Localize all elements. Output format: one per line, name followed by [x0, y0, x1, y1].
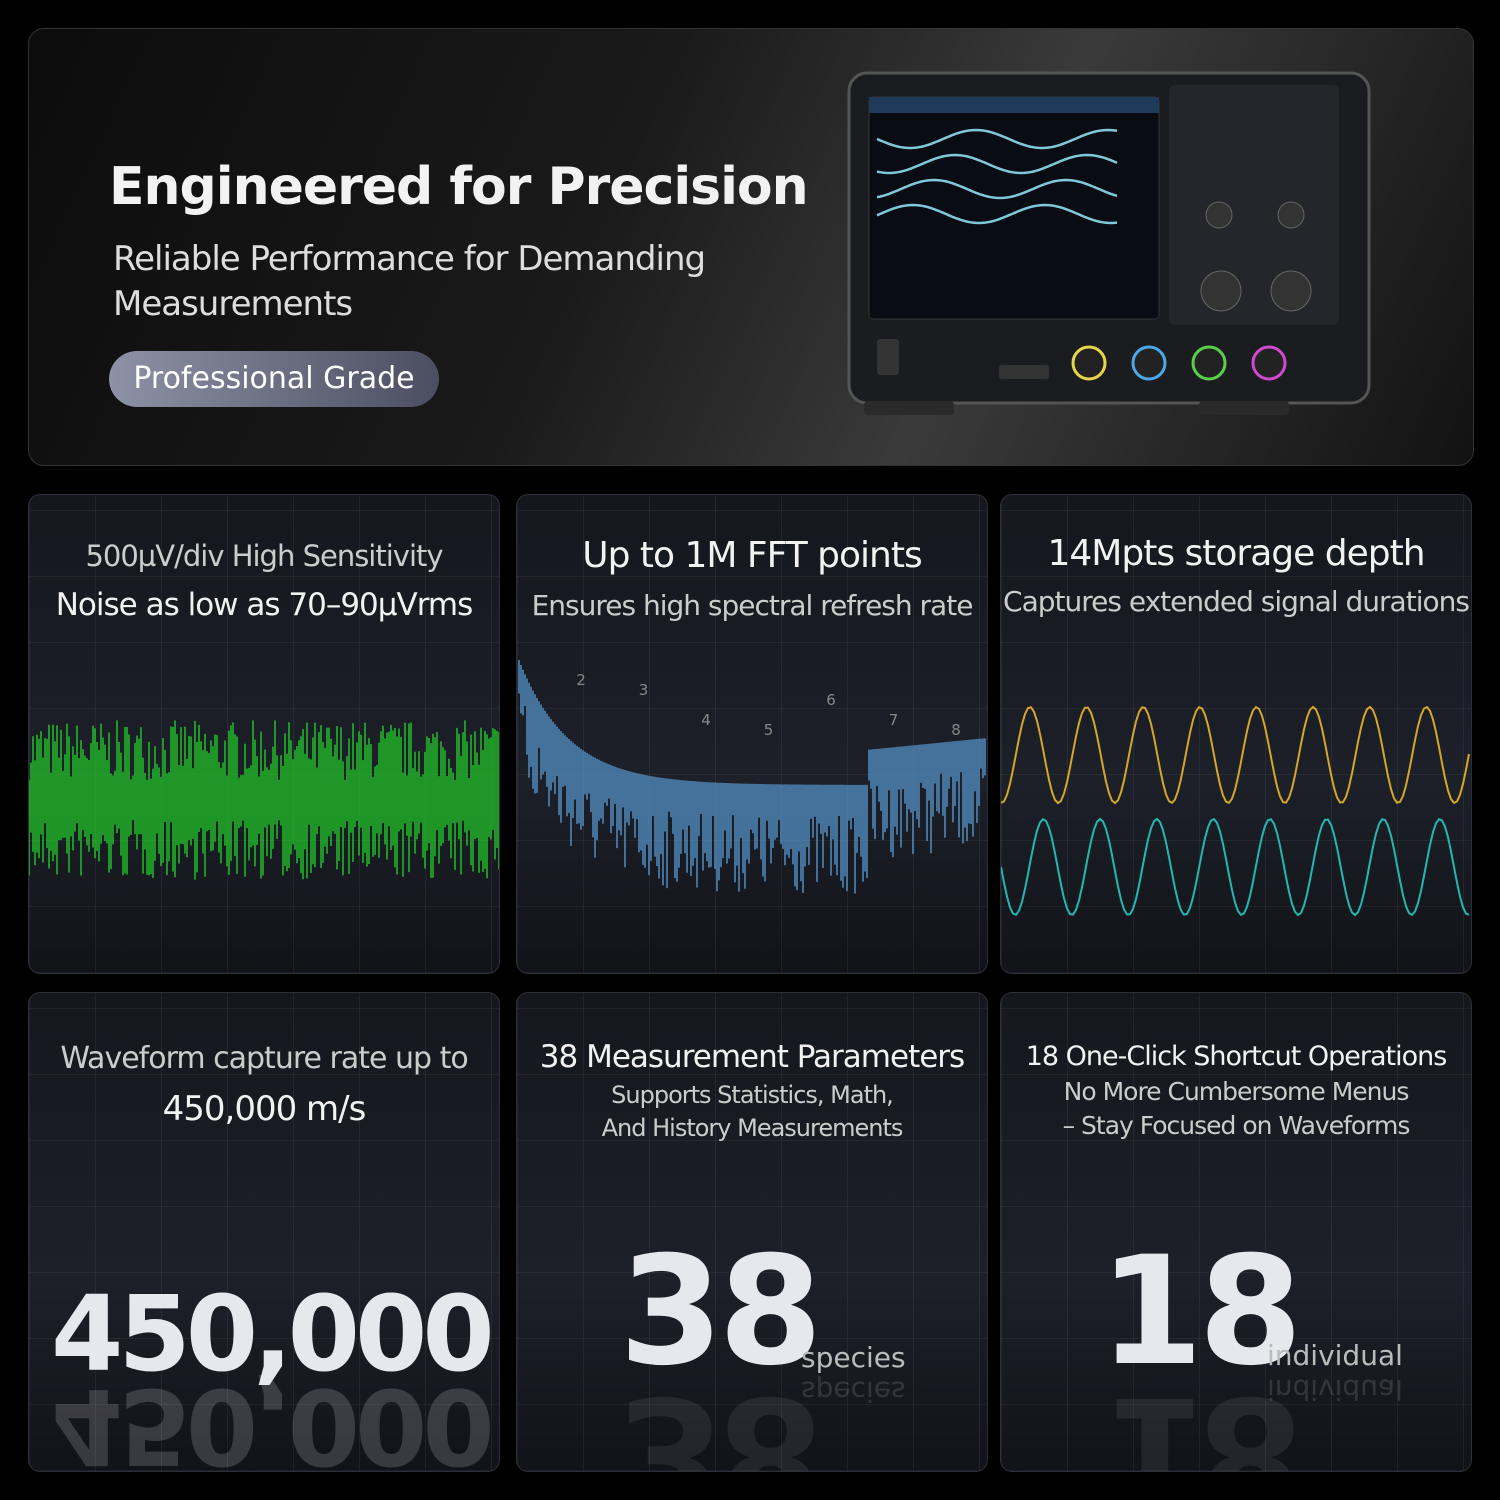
card-line: And History Measurements [601, 1114, 904, 1142]
card-line: 500µV/div High Sensitivity [85, 539, 443, 573]
harmonic-label: 2 [576, 671, 586, 689]
hero: Engineered for Precision Reliable Perfor… [28, 28, 1474, 466]
unit-reflection: species [801, 1375, 906, 1408]
device-illustration [847, 71, 1371, 415]
unit-reflection: individual [1267, 1373, 1403, 1406]
card-title: 18 One-Click Shortcut Operations [1025, 1041, 1448, 1072]
measurement-card: 38 Measurement Parameters Supports Stati… [516, 992, 988, 1472]
card-subtitle: Captures extended signal durations [1003, 585, 1470, 618]
hero-title: Engineered for Precision [109, 157, 809, 217]
harmonic-label: 6 [826, 691, 836, 709]
harmonic-label: 8 [951, 721, 961, 739]
big-number: 18 [1099, 1225, 1303, 1399]
card-line: No More Cumbersome Menus [1063, 1077, 1410, 1106]
harmonic-label: 5 [764, 721, 774, 739]
harmonic-label: 4 [701, 711, 711, 729]
card-line: 450,000 m/s [162, 1089, 367, 1129]
harmonic-label: 3 [639, 681, 649, 699]
depth-card: 14Mpts storage depth Captures extended s… [1000, 494, 1472, 974]
sensitivity-card: 500µV/div High Sensitivity Noise as low … [28, 494, 500, 974]
big-number: 450,000 [51, 1273, 495, 1395]
unit: species [801, 1341, 906, 1374]
big-number-reflection: 450,000 [51, 1365, 490, 1472]
card-title: 14Mpts storage depth [1047, 533, 1425, 574]
fft-card: 2 3 4 5 6 7 8 Up to 1M FFT points Ensures high… [516, 494, 988, 974]
harmonic-label: 7 [889, 711, 899, 729]
card-title: Up to 1M FFT points [582, 535, 922, 576]
fft-spectrum: 2 3 4 5 6 7 8 [518, 660, 986, 894]
noise-wave [29, 720, 499, 880]
card-subtitle: Ensures high spectral refresh rate [531, 589, 974, 622]
capture-card: Waveform capture rate up to 450,000 m/s … [28, 992, 500, 1472]
hero-subtitle: Reliable Performance for Demanding Measu… [113, 239, 706, 324]
big-number: 38 [619, 1225, 823, 1399]
card-line: Waveform capture rate up to [60, 1041, 468, 1076]
shortcut-card: 18 One-Click Shortcut Operations No More… [1000, 992, 1472, 1472]
sine-waves [1001, 705, 1470, 917]
card-line: Supports Statistics, Math, [611, 1081, 894, 1109]
card-line: Noise as low as 70–90µVrms [55, 587, 474, 623]
card-line: – Stay Focused on Waveforms [1062, 1111, 1411, 1140]
unit: individual [1267, 1339, 1403, 1372]
hero-badge: Professional Grade [109, 351, 439, 407]
big-number-reflection: 38 [619, 1363, 818, 1472]
card-title: 38 Measurement Parameters [539, 1039, 965, 1075]
